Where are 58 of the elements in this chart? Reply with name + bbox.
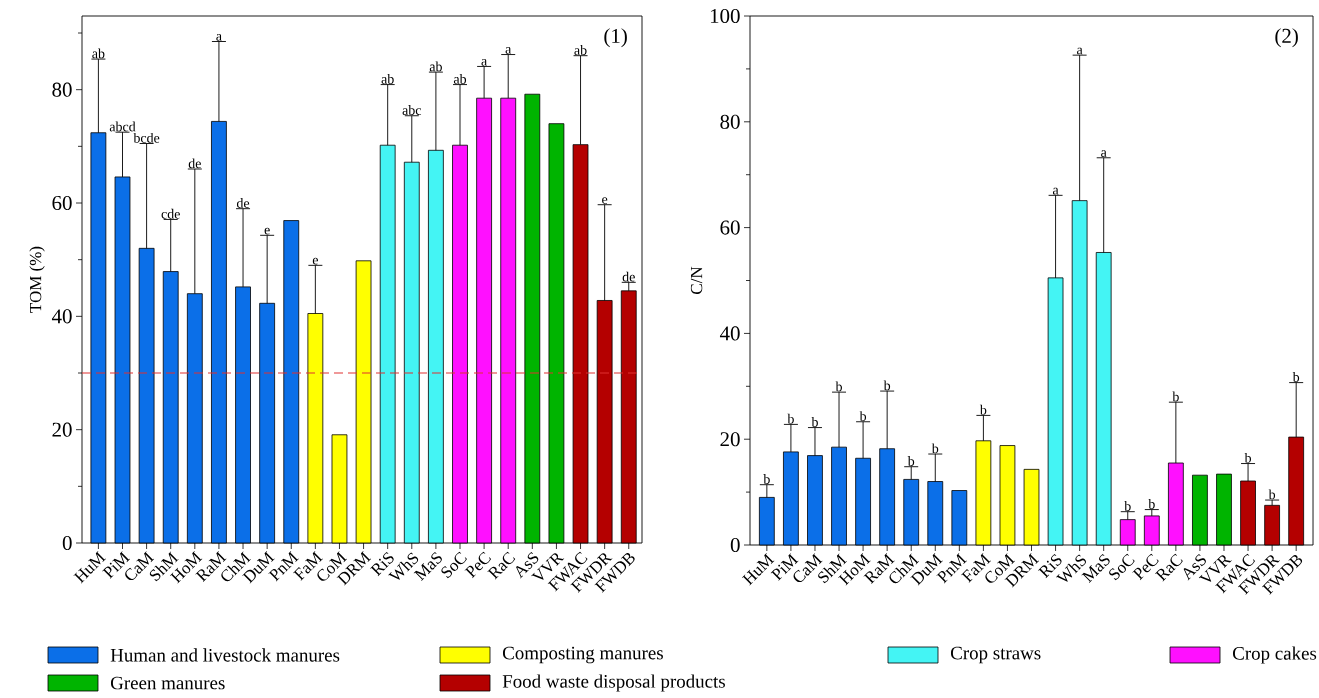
annotation: de — [236, 198, 250, 208]
annotation: ab — [381, 73, 394, 84]
y-tick-label: 0 — [62, 535, 72, 551]
annotation: a — [1077, 47, 1083, 55]
annotation: b — [907, 456, 915, 466]
annotation: b — [763, 474, 770, 484]
annotation: e — [312, 257, 318, 265]
annotation: ab — [429, 61, 442, 72]
legend-label: Green manures — [110, 676, 225, 690]
legend-label: Human and livestock manures — [110, 648, 340, 662]
annotation: b — [1148, 498, 1155, 509]
annotation: b — [979, 404, 987, 415]
annotation: (1) — [604, 28, 627, 48]
annotation: a — [1101, 150, 1107, 157]
annotation: abc — [402, 105, 422, 115]
annotation: b — [1268, 489, 1276, 500]
y-tick-label: 40 — [719, 326, 740, 341]
annotation: de — [188, 158, 201, 169]
annotation: abcd — [109, 121, 136, 132]
y-tick-label: 20 — [52, 422, 72, 437]
y-tick-label: 0 — [730, 537, 740, 553]
y-tick-label: 60 — [52, 195, 72, 211]
y-tick-label: 100 — [710, 8, 740, 24]
y-tick-label: 20 — [720, 432, 740, 447]
y-tick-label: 40 — [51, 309, 72, 324]
annotation: ab — [453, 73, 467, 84]
legend-label: Crop straws — [950, 646, 1041, 664]
y-axis-title: C/N — [690, 266, 703, 294]
annotation: a — [216, 34, 222, 41]
annotation: a — [1052, 187, 1059, 195]
annotation: (2) — [1275, 28, 1298, 48]
annotation: ab — [574, 45, 587, 55]
annotation: b — [835, 381, 842, 392]
y-axis-title: TOM (%) — [29, 246, 45, 313]
annotation: b — [859, 411, 867, 421]
annotation: e — [264, 227, 270, 235]
annotation: b — [811, 416, 818, 427]
annotation: b — [1124, 501, 1131, 511]
legend-label: Crop cakes — [1233, 646, 1317, 664]
annotation: e — [602, 197, 608, 204]
annotation: b — [883, 380, 891, 391]
annotation: bcde — [133, 132, 160, 143]
annotation: cde — [161, 208, 180, 219]
annotation: de — [622, 271, 635, 282]
legend-label: Composting manures — [502, 646, 663, 664]
annotation: b — [1244, 452, 1252, 463]
annotation: b — [931, 443, 939, 454]
y-tick-label: 60 — [720, 220, 740, 235]
annotation: b — [787, 413, 794, 424]
annotation: b — [1292, 371, 1300, 382]
y-tick-label: 80 — [720, 114, 740, 129]
legend-label: Food waste disposal products — [502, 674, 725, 692]
y-tick-label: 80 — [52, 82, 72, 97]
annotation: b — [1172, 391, 1179, 402]
x-tick-label: SoC — [441, 551, 467, 579]
annotation: a — [481, 58, 488, 66]
annotation: a — [505, 47, 512, 54]
annotation: ab — [92, 48, 105, 59]
